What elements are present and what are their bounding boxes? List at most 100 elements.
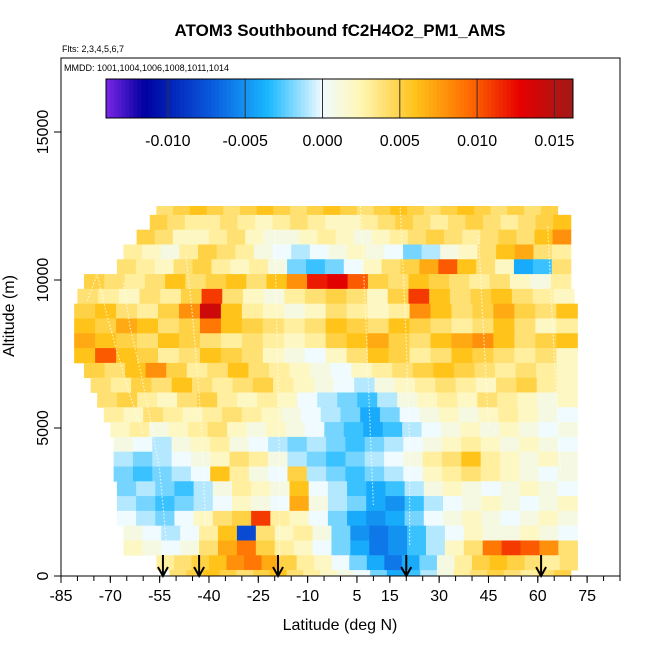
heatmap-cell (404, 481, 425, 497)
heatmap-cell (347, 244, 367, 260)
colorbar-swatch (129, 79, 134, 118)
heatmap-cell (498, 229, 518, 245)
heatmap-cell (385, 496, 406, 512)
heatmap-cell (345, 466, 366, 482)
heatmap-cell (535, 318, 557, 334)
heatmap-cell (474, 362, 496, 379)
heatmap-cell (173, 206, 191, 216)
heatmap-cell (442, 466, 462, 482)
heatmap-cell (179, 244, 199, 260)
heatmap-cell (139, 288, 161, 305)
heatmap-cell (160, 288, 182, 305)
heatmap-cell (422, 451, 443, 467)
heatmap-cell (229, 451, 250, 467)
heatmap-cell (230, 259, 250, 275)
heatmap-cell (487, 570, 505, 577)
heatmap-cell (430, 318, 453, 334)
heatmap-cell (207, 422, 228, 438)
heatmap-cell (384, 466, 404, 482)
heatmap-cell (366, 481, 387, 497)
heatmap-cell (557, 436, 578, 453)
heatmap-cell (518, 422, 539, 438)
heatmap-cell (158, 303, 180, 319)
heatmap-cell (272, 214, 291, 231)
heatmap-cell (189, 206, 208, 216)
colorbar-swatch (160, 79, 165, 118)
heatmap-cell (287, 451, 308, 467)
colorbar-tick-label: 0.005 (380, 133, 420, 150)
heatmap-cell (248, 436, 269, 453)
heatmap-cell (558, 525, 578, 541)
heatmap-cell (255, 214, 274, 231)
heatmap-cell (347, 481, 367, 497)
heatmap-cell (478, 407, 499, 423)
heatmap-cell (421, 244, 441, 260)
heatmap-cell (144, 274, 166, 290)
heatmap-cell (190, 451, 211, 467)
heatmap-cell (540, 206, 559, 216)
heatmap-cell (403, 466, 424, 482)
heatmap-cell (371, 362, 393, 379)
heatmap-cell (480, 436, 501, 453)
heatmap-cell (385, 510, 406, 527)
heatmap-cell (465, 214, 484, 231)
heatmap-cell (364, 466, 385, 482)
heatmap-cell (382, 422, 403, 438)
heatmap-cell (442, 510, 463, 527)
heatmap-cell (501, 525, 522, 541)
heatmap-cell (191, 555, 210, 571)
heatmap-cell (210, 436, 231, 453)
heatmap-cell (346, 303, 369, 319)
heatmap-cell (113, 436, 134, 453)
colorbar-swatch (109, 79, 115, 118)
heatmap-cell (404, 496, 425, 512)
heatmap-cell (392, 362, 414, 379)
colorbar: -0.010 -0.005 0.000 0.005 0.010 0.015 (105, 78, 575, 150)
colorbar-swatch (156, 79, 161, 118)
heatmap-cell (149, 214, 168, 231)
heatmap-cell (481, 496, 502, 512)
heatmap-cell (173, 555, 193, 571)
colorbar-swatch (518, 79, 523, 118)
heatmap-cell (117, 392, 138, 408)
heatmap-cell (123, 525, 143, 541)
heatmap-cell (208, 229, 228, 245)
heatmap-cell (520, 540, 541, 556)
colorbar-swatch (304, 79, 309, 118)
heatmap-cell (347, 274, 369, 290)
heatmap-cell (409, 318, 432, 334)
heatmap-cell (532, 288, 554, 305)
heatmap-cell (116, 259, 137, 275)
heatmap-cell (174, 510, 195, 527)
colorbar-swatch (417, 79, 422, 118)
heatmap-cell (514, 318, 536, 334)
heatmap-cell (212, 496, 233, 512)
heatmap-cell (95, 333, 117, 349)
heatmap-cell (174, 496, 195, 512)
heatmap-cell (473, 206, 492, 216)
heatmap-cell (455, 377, 477, 393)
heatmap-cell (199, 303, 222, 319)
heatmap-cell (245, 229, 264, 245)
colorbar-swatch (312, 79, 317, 118)
heatmap-cell (237, 392, 258, 408)
heatmap-cell (397, 392, 418, 408)
heatmap-cell (293, 525, 314, 541)
heatmap-cell (462, 229, 481, 245)
heatmap-cell (430, 348, 453, 364)
colorbar-swatch (358, 79, 364, 118)
heatmap-cell (308, 496, 329, 512)
heatmap-cell (307, 214, 326, 231)
heatmap-cell (500, 510, 521, 527)
heatmap-cell (210, 451, 231, 467)
heatmap-cell (169, 570, 187, 577)
heatmap-cell (350, 540, 370, 556)
heatmap-cell (389, 229, 409, 245)
colorbar-swatch (230, 79, 235, 118)
heatmap-cell (323, 206, 341, 216)
heatmap-cell (137, 348, 159, 364)
heatmap-cell (331, 555, 350, 571)
heatmap-cell (386, 570, 405, 577)
heatmap-cell (534, 229, 554, 245)
